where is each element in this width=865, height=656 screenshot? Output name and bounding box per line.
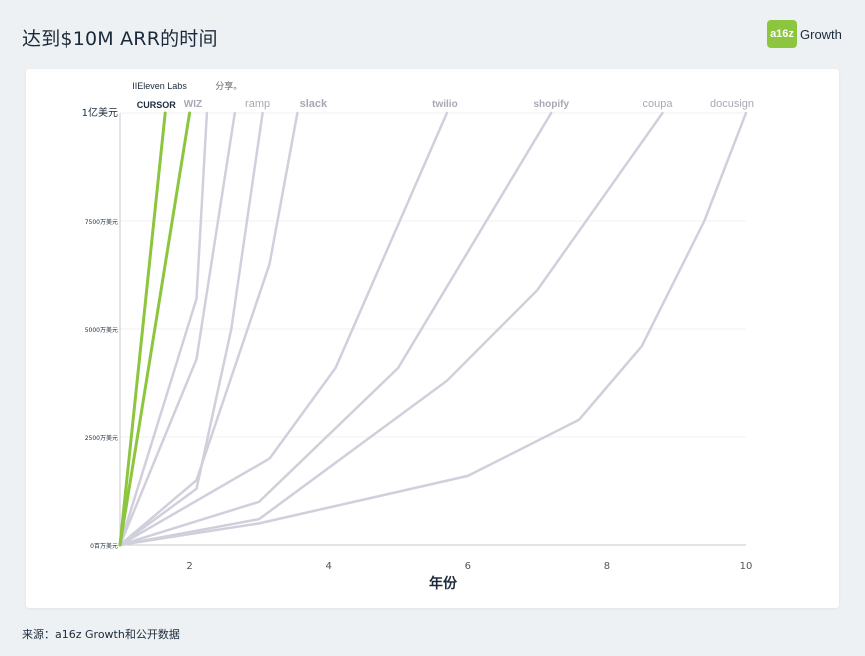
series-label: CURSOR	[137, 100, 177, 110]
series-label: ramp	[245, 98, 270, 110]
y-tick-label: 1亿美元	[82, 106, 118, 119]
y-tick-label: 5000万美元	[85, 326, 118, 334]
series-line-docusign	[118, 111, 748, 547]
series-line--	[118, 111, 237, 547]
series-line-ramp	[118, 111, 264, 547]
logo-badge: a16z	[767, 20, 797, 48]
series-label: 分享。	[215, 80, 242, 91]
series-line-cursor	[118, 111, 167, 547]
y-tick-label: 2500万美元	[85, 434, 118, 442]
series-line-iieleven-labs	[118, 111, 192, 547]
x-tick-label: 6	[465, 561, 471, 572]
series-line-twilio	[118, 111, 449, 547]
line-chart: 0百万美元 2500万美元 5000万美元 7500万美元 1亿美元 2 4 6 8 10 年份 CU…	[82, 80, 754, 592]
chart-card: 0百万美元 2500万美元 5000万美元 7500万美元 1亿美元 2 4 6 8 10 年份 CU…	[26, 69, 839, 608]
a16z-growth-logo: a16z Growth	[767, 20, 842, 48]
page-title: 达到$10M ARR的时间	[22, 28, 218, 50]
series-label: shopify	[533, 99, 569, 110]
series-line-coupa	[118, 111, 664, 547]
logo-word: Growth	[800, 26, 842, 42]
y-tick-label: 7500万美元	[85, 218, 118, 226]
series-label: slack	[300, 98, 328, 110]
series-label: IIEleven Labs	[132, 81, 187, 91]
x-tick-label: 4	[325, 561, 331, 572]
y-tick-label: 0百万美元	[90, 542, 118, 550]
series-label: twilio	[432, 99, 458, 110]
series-line-slack	[118, 111, 299, 547]
series-label: docusign	[710, 98, 754, 110]
source-note: 来源：a16z Growth和公开数据	[22, 628, 180, 641]
x-axis-label: 年份	[429, 575, 458, 592]
x-tick-label: 2	[186, 561, 192, 572]
x-tick-label: 10	[740, 561, 753, 572]
series-label: coupa	[643, 98, 674, 110]
x-tick-label: 8	[604, 561, 610, 572]
series-label: WIZ	[184, 99, 202, 110]
series-line-shopify	[118, 111, 553, 547]
series-line-wiz	[118, 111, 209, 547]
